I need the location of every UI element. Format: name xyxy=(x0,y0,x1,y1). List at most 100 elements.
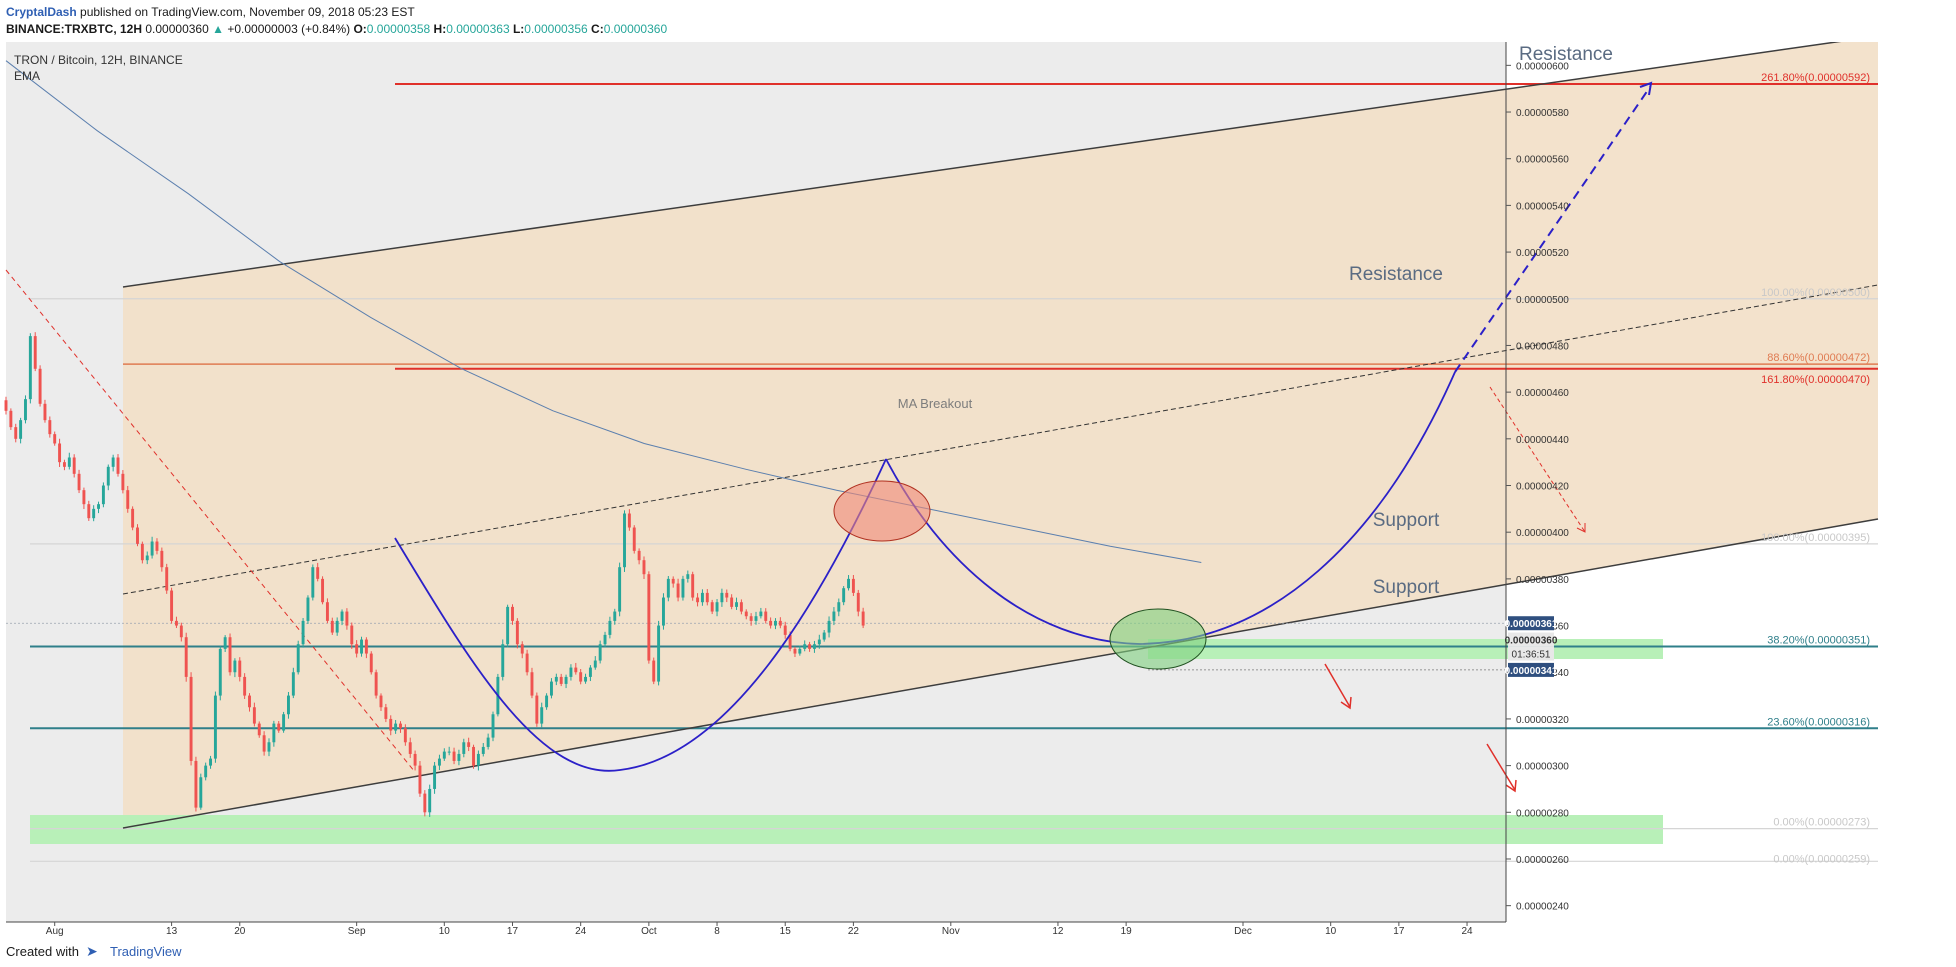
candle-body xyxy=(369,653,373,673)
candle-body xyxy=(481,746,485,754)
tradingview-link[interactable]: TradingView xyxy=(110,944,182,959)
candle-body xyxy=(778,620,782,626)
candle-body xyxy=(700,592,704,603)
candle-body xyxy=(282,714,286,731)
open-value: 0.00000358 xyxy=(366,22,431,36)
candle-body xyxy=(564,676,568,684)
candle-body xyxy=(87,504,91,519)
y-tick-label: 0.00000280 xyxy=(1516,808,1569,819)
candle-body xyxy=(121,473,125,491)
fib-level-label: 161.80%(0.00000470) xyxy=(1761,374,1870,386)
candle-body xyxy=(116,457,120,474)
candle-body xyxy=(243,676,247,696)
published-text: published on TradingView.com, November 0… xyxy=(80,5,415,19)
candle-body xyxy=(136,527,139,544)
y-tick-label: 0.00000260 xyxy=(1516,855,1569,866)
candle-body xyxy=(569,667,573,677)
ma-breakout-ellipse xyxy=(833,480,931,542)
candle-body xyxy=(530,672,534,696)
candle-body xyxy=(19,420,23,439)
candle-body xyxy=(92,508,96,519)
breakdown-arrow-2 xyxy=(1486,743,1516,791)
candle-body xyxy=(384,707,388,719)
candle-body xyxy=(67,457,71,467)
candle-body xyxy=(593,660,597,668)
candle-body xyxy=(720,592,724,603)
x-tick-label: 24 xyxy=(575,926,587,936)
candle-body xyxy=(170,590,174,621)
candle-body xyxy=(832,611,836,621)
candle-body xyxy=(535,695,539,724)
channel-upper-line xyxy=(122,42,1842,288)
candle-body xyxy=(53,434,57,444)
y-tick-label: 0.00000580 xyxy=(1516,108,1569,119)
candle-body xyxy=(296,644,300,673)
close-label: C: xyxy=(591,22,604,36)
candle-body xyxy=(106,466,110,486)
candle-body xyxy=(150,541,154,556)
candle-body xyxy=(549,681,553,696)
candle-body xyxy=(179,625,183,638)
candle-body xyxy=(238,660,242,677)
candle-body xyxy=(447,751,451,753)
candle-body xyxy=(525,653,529,673)
candle-body xyxy=(637,550,641,561)
candle-body xyxy=(209,758,213,766)
candle-body xyxy=(793,648,797,654)
candle-body xyxy=(837,602,841,612)
candle-body xyxy=(223,637,227,649)
candle-body xyxy=(218,648,222,696)
candle-body xyxy=(598,644,602,661)
x-tick-label: Sep xyxy=(348,926,366,936)
support-label: Support xyxy=(1373,510,1440,531)
candle-body xyxy=(588,667,592,677)
fib-level-label: 0.00%(0.00000259) xyxy=(1773,853,1870,865)
candle-body xyxy=(174,620,178,626)
low-value: 0.00000356 xyxy=(524,22,588,36)
candle-body xyxy=(759,611,763,617)
y-tick-label: 0.00000500 xyxy=(1516,295,1569,306)
price-chart[interactable]: 261.80%(0.00000592)100.00%(0.00000500)88… xyxy=(0,42,1956,936)
candle-body xyxy=(160,550,164,568)
candle-body xyxy=(213,695,217,759)
candle-body xyxy=(457,753,461,761)
candle-body xyxy=(24,399,27,421)
publisher-name[interactable]: CryptalDash xyxy=(6,5,77,19)
footer: Created with ➤ TradingView xyxy=(0,936,1956,967)
x-tick-label: Aug xyxy=(46,926,64,936)
candle-body xyxy=(374,672,378,696)
candle-body xyxy=(686,574,690,579)
candle-body xyxy=(306,597,310,621)
candle-body xyxy=(769,620,773,626)
last-price-tag-bg xyxy=(1508,616,1554,631)
high-value: 0.00000363 xyxy=(446,22,510,36)
tradingview-logo-icon[interactable]: ➤ xyxy=(86,943,98,959)
x-tick-label: 22 xyxy=(848,926,860,936)
candle-body xyxy=(627,513,631,528)
candle-body xyxy=(744,611,748,617)
candle-body xyxy=(515,620,519,645)
y-tick-label: 0.00000320 xyxy=(1516,715,1569,726)
lower-price-tag: 0.00000341 xyxy=(1505,666,1558,677)
legend-title: TRON / Bitcoin, 12H, BINANCE xyxy=(14,53,183,67)
candle-body xyxy=(272,723,276,743)
y-tick-label: 0.00000460 xyxy=(1516,388,1569,399)
candle-body xyxy=(262,735,266,752)
y-tick-label: 0.00000380 xyxy=(1516,575,1569,586)
candle-body xyxy=(111,457,115,467)
candle-body xyxy=(140,543,144,561)
rounding-bottom-arc-1 xyxy=(394,458,887,772)
candle-body xyxy=(662,597,665,626)
symbol-info: BINANCE:TRXBTC, 12H 0.00000360 ▲ +0.0000… xyxy=(6,22,667,36)
candle-body xyxy=(749,616,753,621)
y-tick-label: 0.00000560 xyxy=(1516,155,1569,166)
candle-body xyxy=(462,742,466,754)
candle-body xyxy=(311,567,315,598)
high-label: H: xyxy=(433,22,447,36)
candle-body xyxy=(101,485,105,505)
candle-body xyxy=(608,620,612,635)
candle-body xyxy=(155,541,159,551)
x-tick-label: 10 xyxy=(439,926,451,936)
candle-body xyxy=(467,742,471,747)
candle-body xyxy=(82,490,86,505)
